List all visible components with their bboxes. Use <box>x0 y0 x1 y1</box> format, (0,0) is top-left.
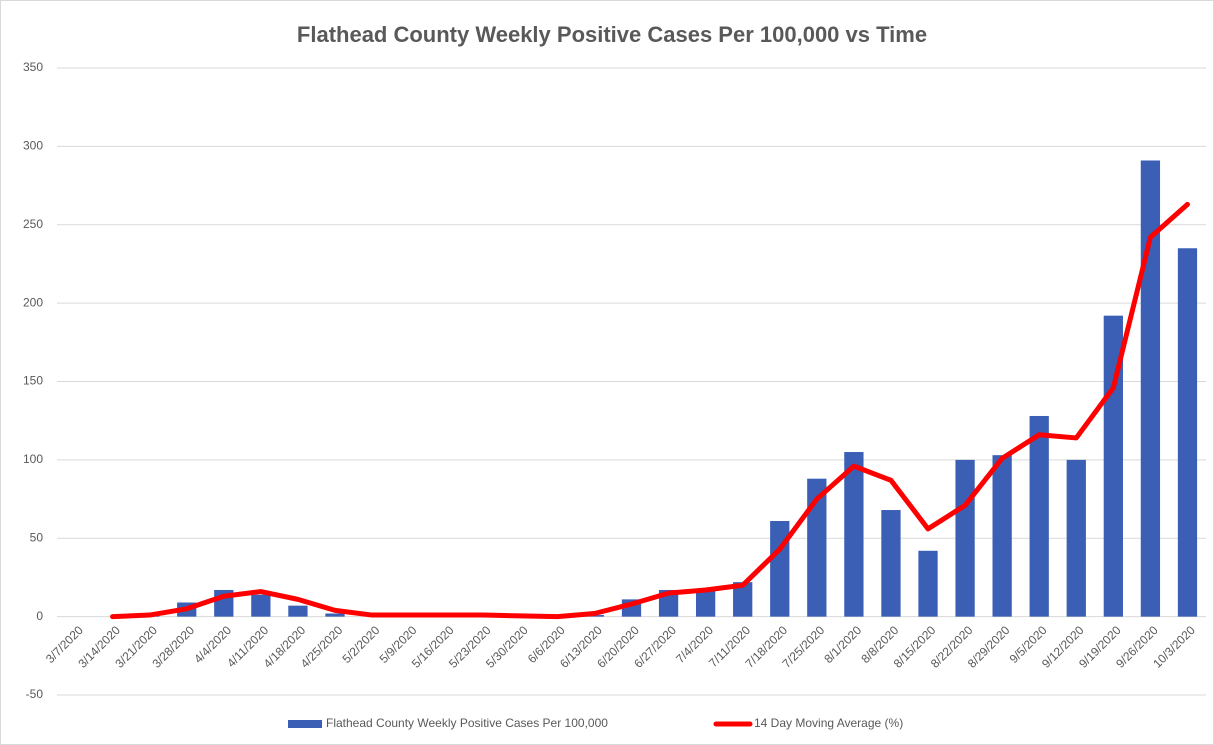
bar <box>992 455 1012 617</box>
bar <box>251 594 271 617</box>
legend-label: 14 Day Moving Average (%) <box>754 716 903 730</box>
bar <box>1177 248 1198 617</box>
y-tick-label: 300 <box>23 139 43 153</box>
bar <box>1140 160 1161 617</box>
bar <box>733 582 753 617</box>
y-tick-label: 200 <box>23 295 43 309</box>
y-tick-label: -50 <box>26 687 44 701</box>
bar <box>844 452 864 617</box>
line <box>110 201 1190 620</box>
y-tick-label: 0 <box>36 609 43 623</box>
bar <box>695 589 716 617</box>
bar <box>881 510 901 617</box>
y-tick-label: 350 <box>23 60 43 74</box>
bar <box>807 478 827 617</box>
bar <box>1029 415 1049 617</box>
y-tick-label: 100 <box>23 452 43 466</box>
legend-label: Flathead County Weekly Positive Cases Pe… <box>326 716 608 730</box>
bar <box>955 459 975 617</box>
bar <box>770 521 790 617</box>
chart-title: Flathead County Weekly Positive Cases Pe… <box>297 22 927 47</box>
y-tick-label: 50 <box>30 530 44 544</box>
bar <box>325 613 345 617</box>
bar <box>288 605 308 617</box>
bar <box>1066 459 1086 617</box>
legend-swatch <box>288 720 322 728</box>
bar <box>918 550 938 617</box>
y-tick-label: 250 <box>23 217 43 231</box>
y-tick-label: 150 <box>23 374 43 388</box>
